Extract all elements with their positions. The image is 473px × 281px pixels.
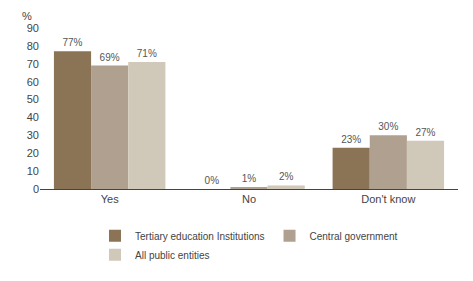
svg-text:30%: 30% — [378, 121, 398, 132]
svg-text:Central government: Central government — [310, 231, 398, 242]
svg-text:60: 60 — [27, 76, 39, 88]
svg-text:All public entities: All public entities — [135, 250, 209, 261]
svg-text:Yes: Yes — [101, 193, 119, 205]
svg-text:No: No — [242, 193, 256, 205]
svg-text:Don't know: Don't know — [361, 193, 415, 205]
svg-text:Tertiary education Institution: Tertiary education Institutions — [135, 231, 265, 242]
svg-text:50: 50 — [27, 93, 39, 105]
svg-text:23%: 23% — [341, 134, 361, 145]
svg-text:90: 90 — [27, 22, 39, 34]
svg-text:40: 40 — [27, 111, 39, 123]
svg-text:80: 80 — [27, 40, 39, 52]
svg-text:%: % — [22, 10, 32, 22]
svg-text:30: 30 — [27, 129, 39, 141]
svg-text:20: 20 — [27, 147, 39, 159]
svg-text:1%: 1% — [242, 173, 257, 184]
svg-text:10: 10 — [27, 165, 39, 177]
svg-text:70: 70 — [27, 58, 39, 70]
svg-text:0: 0 — [33, 183, 39, 195]
svg-text:2%: 2% — [279, 171, 294, 182]
svg-text:0%: 0% — [205, 175, 220, 186]
svg-text:27%: 27% — [415, 127, 435, 138]
svg-text:71%: 71% — [137, 48, 157, 59]
svg-text:69%: 69% — [100, 52, 120, 63]
svg-text:77%: 77% — [62, 37, 82, 48]
